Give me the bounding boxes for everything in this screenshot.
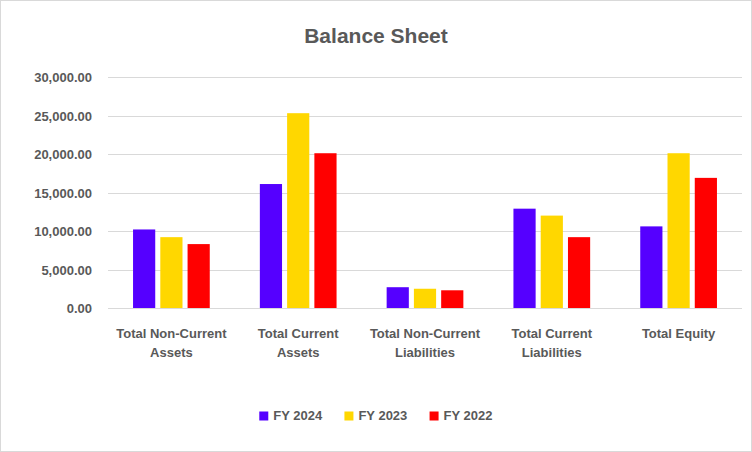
- x-tick-label: Total CurrentLiabilities: [511, 326, 592, 360]
- bar: [287, 113, 309, 308]
- y-tick-label: 10,000.00: [34, 224, 92, 239]
- bar: [668, 153, 690, 308]
- legend-swatch: [259, 412, 268, 421]
- grid-line: [108, 77, 742, 78]
- chart-container: Balance Sheet 0.00 5,000.00 10,000.00 15,000…: [0, 0, 752, 452]
- x-tick-label: Total Non-CurrentAssets: [116, 326, 227, 360]
- y-tick-label: 20,000.00: [34, 147, 92, 162]
- bar: [568, 237, 590, 308]
- legend-label: FY 2024: [273, 408, 323, 423]
- bar: [541, 216, 563, 308]
- bar: [441, 290, 463, 308]
- grid-line: [108, 308, 742, 309]
- grid-line: [108, 154, 742, 155]
- chart-border: [1, 1, 752, 452]
- bar: [314, 153, 336, 308]
- grid-line: [108, 116, 742, 117]
- bars: [133, 113, 717, 308]
- x-tick-label: Total CurrentAssets: [258, 326, 339, 360]
- bar: [695, 178, 717, 308]
- y-tick-label: 0.00: [67, 301, 92, 316]
- grid-line: [108, 193, 742, 194]
- legend-swatch: [344, 412, 353, 421]
- chart-svg: Balance Sheet 0.00 5,000.00 10,000.00 15,000…: [0, 0, 752, 452]
- x-tick-label: Total Equity: [642, 326, 716, 341]
- bar: [414, 289, 436, 308]
- y-tick-label: 5,000.00: [41, 263, 92, 278]
- y-tick-label: 15,000.00: [34, 186, 92, 201]
- legend-label: FY 2022: [444, 408, 493, 423]
- bar: [160, 237, 182, 308]
- y-tick-label: 30,000.00: [34, 70, 92, 85]
- chart-title: Balance Sheet: [304, 24, 448, 47]
- bar: [387, 287, 409, 308]
- bar: [640, 226, 662, 308]
- bar: [188, 244, 210, 308]
- x-tick-label: Total Non-CurrentLiabilities: [370, 326, 481, 360]
- legend-label: FY 2023: [358, 408, 407, 423]
- bar: [260, 184, 282, 308]
- bar: [133, 229, 155, 308]
- legend-swatch: [430, 412, 439, 421]
- bar: [513, 209, 535, 308]
- y-tick-label: 25,000.00: [34, 109, 92, 124]
